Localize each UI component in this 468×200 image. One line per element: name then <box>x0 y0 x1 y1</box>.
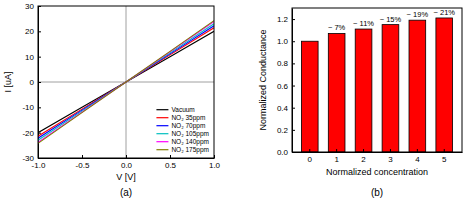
line-panel: -1.0-0.50.00.51.0-30-20-100102030V [V]I … <box>3 2 221 198</box>
tick-label: -20 <box>22 129 34 138</box>
tick-label: -30 <box>22 154 34 163</box>
tick: 3 <box>388 149 393 164</box>
tick-label: 5 <box>442 155 447 164</box>
tick: -0.5 <box>76 155 90 170</box>
tick: 10 <box>25 53 41 62</box>
x-axis: -1.0-0.50.00.51.0 <box>32 155 221 170</box>
legend-swatch <box>156 149 168 150</box>
y-axis-title: Normalized Conductance <box>258 29 268 130</box>
tick: 4 <box>415 149 420 164</box>
annotation: ~ 21% <box>434 8 456 17</box>
tick-label: 0 <box>30 78 35 87</box>
tick: 2 <box>361 149 366 164</box>
tick-label: 1 <box>334 155 339 164</box>
plot-area <box>301 18 452 152</box>
tick-label: 0.6 <box>277 82 289 91</box>
x-axis-title: V [V] <box>116 172 136 182</box>
bar <box>355 29 372 152</box>
tick: 20 <box>25 27 41 36</box>
annotation: ~ 15% <box>380 15 402 24</box>
x-axis-title: Normalized concentration <box>326 167 428 177</box>
panel-caption: (b) <box>371 187 383 198</box>
tick-label: 10 <box>25 53 34 62</box>
legend-item: NO₂ 175ppm <box>156 146 209 154</box>
legend-item: NO₂ 70ppm <box>156 122 205 130</box>
tick-label: 0 <box>308 155 313 164</box>
legend-swatch <box>156 117 168 118</box>
tick-label: 30 <box>25 2 34 11</box>
legend: VacuumNO₂ 35ppmNO₂ 70ppmNO₂ 105ppmNO₂ 14… <box>156 106 209 154</box>
annotation: ~ 7% <box>328 23 346 32</box>
bar <box>301 41 318 152</box>
bar <box>436 18 453 152</box>
legend-label: Vacuum <box>171 106 194 113</box>
legend-label: NO₂ 70ppm <box>171 122 205 130</box>
plot-frame <box>292 8 462 152</box>
legend-item: NO₂ 35ppm <box>156 114 205 122</box>
tick: 1.0 <box>209 155 221 170</box>
tick-label: 1.0 <box>209 161 221 170</box>
y-axis-title: I [uA] <box>3 71 13 92</box>
figure: -1.0-0.50.00.51.0-30-20-100102030V [V]I … <box>0 0 468 200</box>
tick: 0.5 <box>165 155 177 170</box>
plot-frame <box>38 6 214 158</box>
bar-panel: 0 1 2 3 4 5 0.0 0.2 0.4 0.6 0.8 1.0 1.2 Normalized co… <box>258 8 463 198</box>
legend-label: NO₂ 175ppm <box>171 146 209 154</box>
tick-label: 0.0 <box>121 161 133 170</box>
legend-swatch <box>156 133 168 134</box>
data-line <box>38 21 214 144</box>
legend-item: NO₂ 140ppm <box>156 138 209 146</box>
tick-label: 0.4 <box>277 104 289 113</box>
tick: 1 <box>334 149 339 164</box>
legend-swatch <box>156 125 168 126</box>
tick: 30 <box>25 2 41 11</box>
legend-swatch <box>156 109 168 110</box>
tick-label: 20 <box>25 27 34 36</box>
tick-label: 0.0 <box>277 148 289 157</box>
tick-label: 3 <box>388 155 393 164</box>
tick-label: 0.5 <box>165 161 177 170</box>
tick: 0.0 <box>121 155 133 170</box>
legend-label: NO₂ 105ppm <box>171 130 209 138</box>
tick-label: 0.2 <box>277 126 289 135</box>
tick-label: 2 <box>361 155 366 164</box>
plot-area <box>38 21 214 144</box>
tick: 0 <box>308 149 313 164</box>
annotation: ~ 11% <box>353 19 374 28</box>
tick-label: -0.5 <box>76 161 90 170</box>
tick-label: 1.2 <box>277 15 289 24</box>
x-axis: 0 1 2 3 4 5 <box>293 149 463 164</box>
tick-label: 4 <box>415 155 420 164</box>
annotation: ~ 19% <box>407 10 429 19</box>
tick: 0 <box>30 78 41 87</box>
bar <box>409 20 426 152</box>
legend-item: Vacuum <box>156 106 194 113</box>
tick-label: 1.0 <box>277 37 289 46</box>
tick-label: -10 <box>22 103 34 112</box>
panel-caption: (a) <box>120 187 132 198</box>
legend-item: NO₂ 105ppm <box>156 130 209 138</box>
legend-swatch <box>156 141 168 142</box>
bar <box>328 33 345 152</box>
tick: 5 <box>442 149 447 164</box>
legend-label: NO₂ 140ppm <box>171 138 209 146</box>
tick-label: 0.8 <box>277 59 289 68</box>
legend-label: NO₂ 35ppm <box>171 114 205 122</box>
bar <box>382 25 399 152</box>
